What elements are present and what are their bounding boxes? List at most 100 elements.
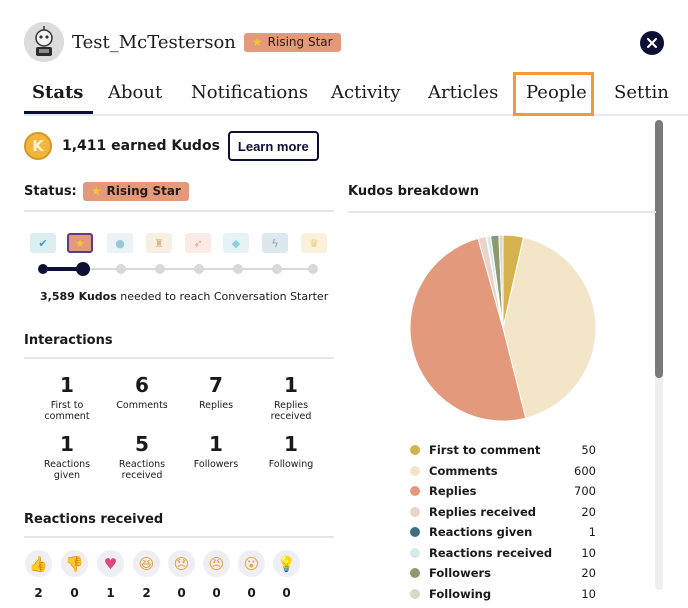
legend-swatch (410, 588, 420, 599)
kudos-summary: K 1,411 earned Kudos Learn more (24, 130, 319, 162)
tab-people[interactable]: People (526, 82, 587, 103)
stat-label: First to comment (44, 400, 90, 422)
thumbs-up-icon[interactable]: 👍 (25, 550, 52, 577)
kudos-needed-text: 3,589 Kudos needed to reach Conversation… (40, 290, 328, 303)
pie-slice-replies (409, 237, 527, 422)
legend-swatch (410, 445, 420, 455)
legend-label: Comments (429, 463, 498, 478)
trophy-icon: ♜ (146, 233, 172, 253)
stat-value: 1 (60, 432, 74, 456)
stat-value: 6 (135, 373, 149, 397)
stat-value: 1 (209, 432, 223, 456)
reaction-count: 2 (142, 586, 151, 600)
scrollbar-thumb[interactable] (655, 120, 663, 378)
pie-slice-comments (502, 236, 597, 419)
progress-step (233, 264, 243, 274)
legend-label: Reactions given (429, 525, 533, 539)
stat-first-to-comment: 1 First to comment (27, 374, 107, 422)
progress-step (308, 264, 318, 274)
close-icon (647, 38, 657, 48)
tab-settings[interactable]: Settin (614, 82, 669, 103)
laughing-icon[interactable]: 😆 (133, 550, 160, 577)
kudos-breakdown-pie-chart (409, 234, 597, 422)
crown-icon: ♛ (301, 233, 327, 253)
legend-value: 20 (581, 504, 596, 519)
tab-notifications[interactable]: Notifications (191, 82, 309, 103)
legend-value: 10 (581, 586, 596, 601)
tab-articles[interactable]: Articles (428, 82, 499, 103)
progress-fill (42, 267, 82, 271)
progress-step (116, 264, 126, 274)
stat-replies-received: 1 Replies received (251, 374, 331, 422)
stat-label: Replies received (270, 400, 312, 422)
legend-swatch (410, 568, 420, 578)
status-badge: ★ Rising Star (82, 182, 189, 201)
stat-label: Reactions given (43, 459, 91, 481)
lightning-icon: ϟ (262, 233, 288, 253)
rank-badge-label: Rising Star (267, 34, 333, 49)
stat-reactions-given: 1 Reactions given (27, 433, 107, 481)
check-badge-icon: ✔ (30, 233, 56, 253)
sad-icon[interactable]: 😞 (168, 550, 195, 577)
thumbs-down-icon[interactable]: 👎 (61, 550, 88, 577)
rank-progress (38, 262, 318, 276)
tab-about[interactable]: About (108, 82, 163, 103)
star-badge-icon: ★ (67, 233, 93, 253)
interactions-heading: Interactions (24, 333, 334, 359)
legend-value: 700 (574, 484, 596, 498)
stat-reactions-received: 5 Reactions received (102, 433, 182, 481)
rocket-icon: ➶ (185, 233, 211, 253)
stat-label: Comments (116, 400, 168, 411)
kudos-earned-text: 1,411 earned Kudos (62, 138, 220, 154)
legend-item: Reactions given 1 (410, 524, 600, 540)
stat-label: Followers (193, 459, 239, 470)
status-heading: Status: ★ Rising Star (24, 182, 334, 212)
legend-item: Replies received 20 (410, 504, 600, 520)
angry-icon[interactable]: 😠 (203, 550, 230, 577)
active-tab-indicator (24, 111, 93, 114)
status-badge-label: Rising Star (106, 184, 181, 198)
tab-stats[interactable]: Stats (32, 82, 84, 103)
learn-more-button[interactable]: Learn more (227, 131, 319, 161)
progress-step (194, 264, 204, 274)
progress-track (42, 268, 314, 270)
legend-swatch (410, 527, 420, 537)
stat-value: 1 (284, 373, 298, 397)
legend-item: Comments 600 (410, 463, 600, 479)
progress-step (272, 264, 282, 274)
legend-value: 50 (581, 443, 596, 457)
reaction-count: 0 (247, 586, 256, 600)
legend-label: Reactions received (429, 545, 553, 560)
surprised-icon[interactable]: 😮 (238, 550, 265, 577)
legend-item: First to comment 50 (410, 442, 600, 458)
legend-label: Following (429, 586, 492, 601)
kudos-coin-icon: K (24, 132, 52, 160)
scrollbar[interactable] (655, 120, 663, 590)
kudos-needed-rest: needed to reach Conversation Starter (116, 290, 329, 303)
reactions-heading: Reactions received (24, 512, 334, 538)
progress-step-current (76, 262, 90, 276)
profile-header: Test_McTesterson ★ Rising Star (24, 22, 341, 62)
reaction-count: 0 (177, 586, 186, 600)
progress-step (155, 264, 165, 274)
diamond-icon: ◆ (223, 233, 249, 253)
close-button[interactable] (640, 31, 664, 55)
profile-tabs: Stats About Notifications Activity Artic… (24, 78, 688, 116)
legend-item: Reactions received 10 (410, 545, 600, 561)
kudos-breakdown-heading: Kudos breakdown (348, 184, 656, 213)
stat-followers: 1 Followers (176, 433, 256, 470)
pie-slice-following (498, 234, 504, 329)
stat-value: 1 (60, 373, 74, 397)
reaction-count: 1 (106, 586, 115, 600)
stat-value: 1 (284, 432, 298, 456)
stat-value: 7 (209, 373, 223, 397)
legend-label: Followers (429, 566, 492, 580)
tab-activity[interactable]: Activity (331, 82, 401, 103)
avatar (24, 22, 64, 62)
legend-label: Replies (429, 484, 477, 498)
legend-label: First to comment (429, 443, 541, 457)
heart-icon[interactable]: ♥ (97, 550, 124, 577)
lightbulb-icon[interactable]: 💡 (273, 550, 300, 577)
progress-step (38, 264, 48, 274)
legend-value: 600 (574, 463, 596, 478)
